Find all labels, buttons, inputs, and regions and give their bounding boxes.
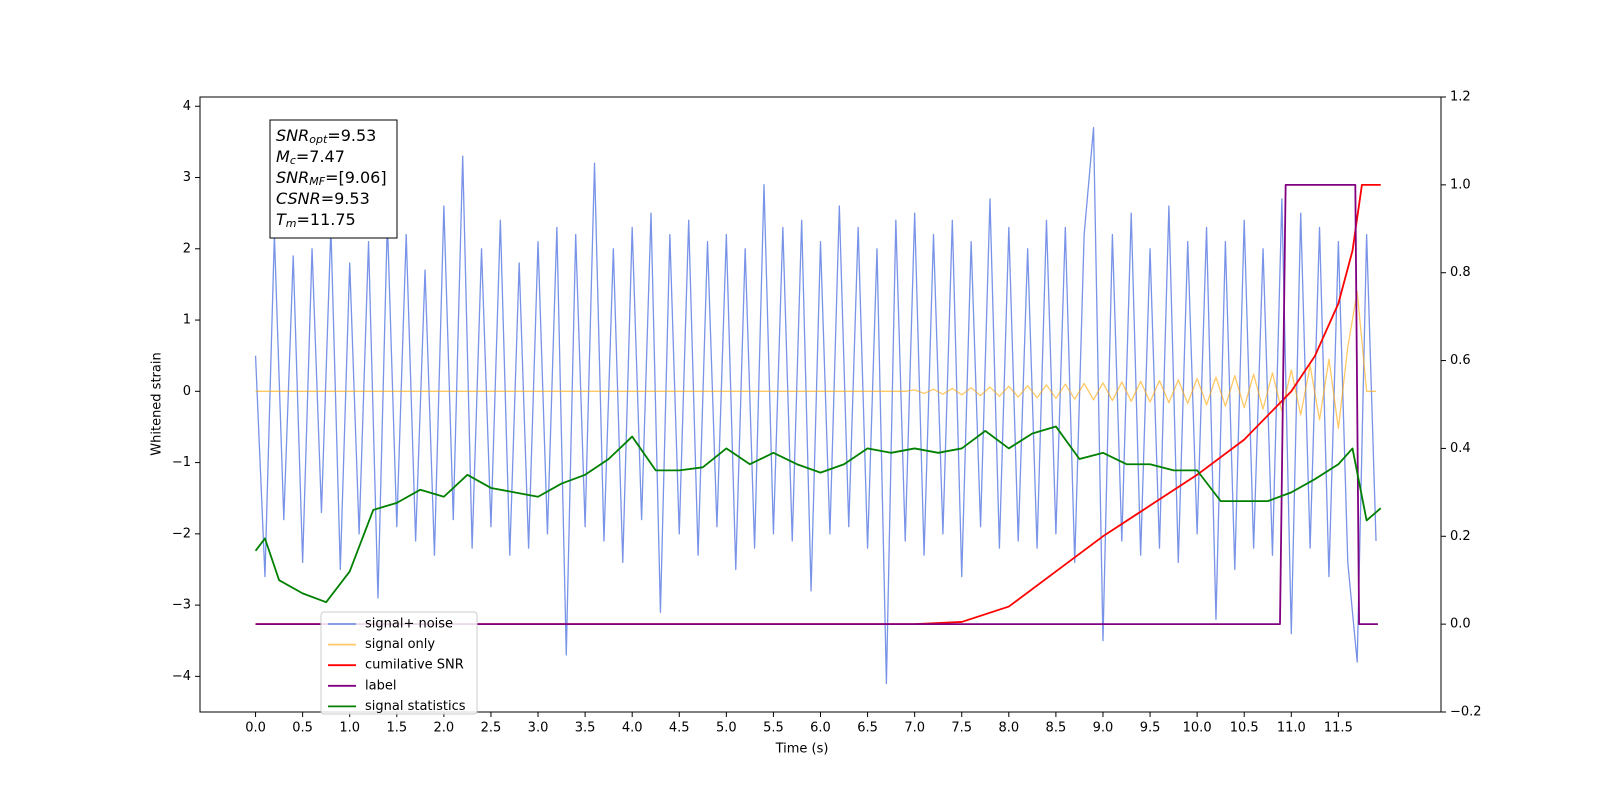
y2-tick-label: 1.2 <box>1450 90 1471 105</box>
annotation-symbol: CSNR <box>276 189 321 208</box>
series-line <box>255 183 1378 626</box>
series-line <box>254 425 1382 604</box>
annotation-symbol: SNR <box>276 126 309 145</box>
x-tick-label: 1.5 <box>386 721 407 736</box>
legend-label: signal only <box>365 637 435 652</box>
x-tick-label: 2.0 <box>434 721 455 736</box>
y2-tick-label: 0.4 <box>1450 441 1471 456</box>
y2-tick-label: 0.2 <box>1450 529 1471 544</box>
y-tick-label: −3 <box>172 598 191 613</box>
legend-label: signal+ noise <box>365 617 453 632</box>
annotation-box <box>269 119 398 239</box>
x-tick-label: 4.0 <box>622 721 643 736</box>
annotation-subscript: c <box>290 154 296 167</box>
annotation-line: CSNR=9.53 <box>276 189 370 208</box>
x-tick-label: 8.5 <box>1046 721 1067 736</box>
y2-tick-label: 0.0 <box>1450 617 1471 632</box>
annotation-value: =9.53 <box>321 189 370 208</box>
legend-box <box>320 611 478 715</box>
axes-frame <box>199 96 1442 713</box>
x-tick-label: 10.5 <box>1230 721 1259 736</box>
annotation-line: SNRopt=9.53 <box>276 126 376 147</box>
y-tick-label: −1 <box>172 455 191 470</box>
x-tick-label: 10.0 <box>1183 721 1212 736</box>
annotation-value: =7.47 <box>296 147 345 166</box>
x-tick-label: 9.5 <box>1140 721 1161 736</box>
y-tick-label: 0 <box>183 384 191 399</box>
annotation-line: Tm=11.75 <box>276 210 356 231</box>
x-tick-label: 5.0 <box>716 721 737 736</box>
legend-label: cumilative SNR <box>365 658 464 673</box>
legend-label: signal statistics <box>365 699 466 714</box>
x-tick-label: 6.5 <box>857 721 878 736</box>
x-tick-label: 1.0 <box>339 721 360 736</box>
annotation-line: Mc=7.47 <box>276 147 345 168</box>
legend-label: label <box>365 678 396 693</box>
annotation-value: =9.53 <box>327 126 376 145</box>
x-tick-label: 2.5 <box>481 721 502 736</box>
annotation-symbol: SNR <box>276 168 309 187</box>
y2-tick-label: 1.0 <box>1450 177 1471 192</box>
x-tick-label: 5.5 <box>763 721 784 736</box>
y-axis-label: Whitened strain <box>150 352 165 455</box>
y-tick-label: 2 <box>183 241 191 256</box>
y-tick-label: 3 <box>183 170 191 185</box>
annotation-symbol: T <box>276 210 287 229</box>
annotation-value: =11.75 <box>297 210 356 229</box>
y2-tick-label: 0.6 <box>1450 353 1471 368</box>
annotation-symbol: M <box>276 147 290 166</box>
x-tick-label: 7.5 <box>951 721 972 736</box>
series-line <box>255 290 1377 430</box>
x-tick-label: 6.0 <box>810 721 831 736</box>
series-line <box>255 183 1381 626</box>
annotation-subscript: opt <box>309 133 328 146</box>
y2-tick-label: 0.8 <box>1450 265 1471 280</box>
annotation-line: SNRMF=[9.06] <box>276 168 387 189</box>
y-tick-label: −4 <box>172 669 191 684</box>
annotation-value: =[9.06] <box>325 168 387 187</box>
x-tick-label: 8.0 <box>998 721 1019 736</box>
x-tick-label: 3.5 <box>575 721 596 736</box>
x-tick-label: 11.0 <box>1277 721 1306 736</box>
y-tick-label: 1 <box>183 313 191 328</box>
annotation-subscript: m <box>286 217 297 230</box>
series-line <box>254 126 1377 685</box>
annotation-subscript: MF <box>309 175 325 188</box>
x-tick-label: 7.0 <box>904 721 925 736</box>
x-tick-label: 0.0 <box>245 721 266 736</box>
y2-tick-label: −0.2 <box>1450 705 1482 720</box>
x-axis-label: Time (s) <box>775 742 829 757</box>
y-tick-label: −2 <box>172 526 191 541</box>
x-tick-label: 11.5 <box>1324 721 1353 736</box>
x-tick-label: 0.5 <box>292 721 313 736</box>
x-tick-label: 4.5 <box>669 721 690 736</box>
y-tick-label: 4 <box>183 99 191 114</box>
x-tick-label: 9.0 <box>1093 721 1114 736</box>
x-tick-label: 3.0 <box>528 721 549 736</box>
